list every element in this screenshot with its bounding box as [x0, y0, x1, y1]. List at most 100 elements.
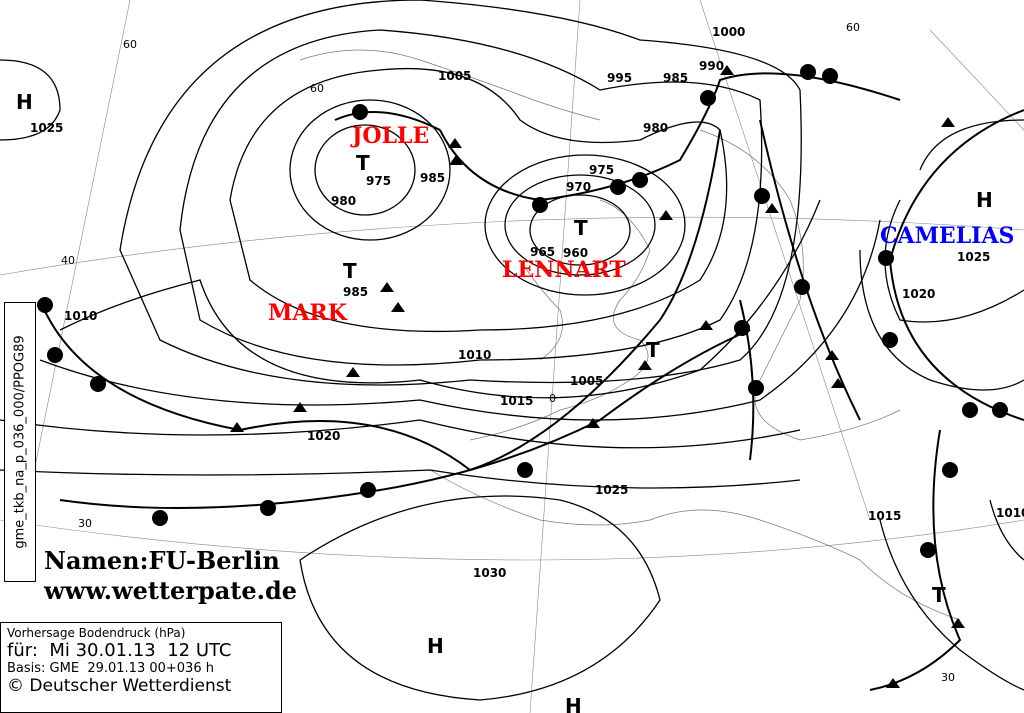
valid-time: für: Mi 30.01.13 12 UTC	[7, 640, 232, 661]
isobar-label: 1025	[595, 483, 628, 497]
warm-front-symbol	[700, 90, 716, 106]
isobar-label: 975	[366, 174, 391, 188]
cold-front-symbol	[720, 65, 734, 75]
cold-front-symbol	[346, 367, 360, 377]
isobar-label: 1030	[473, 566, 506, 580]
lat-label: 30	[941, 671, 955, 684]
copyright: © Deutscher Wetterdienst	[7, 676, 232, 696]
low-name-lennart: LENNART	[502, 257, 626, 283]
isobar-label: 1020	[307, 429, 340, 443]
warm-front-symbol	[962, 402, 978, 418]
warm-front-symbol	[734, 320, 750, 336]
cold-front-symbol	[886, 678, 900, 688]
isobar-label: 1005	[570, 374, 603, 388]
pressure-labels: 1025 1005 995 985 990 1000 980 975 985 9…	[30, 25, 1024, 580]
cold-front-symbol	[638, 360, 652, 370]
warm-front-symbol	[920, 542, 936, 558]
isobar-label: 1000	[712, 25, 745, 39]
cold-front-symbol	[831, 378, 845, 388]
isobar-label: 1025	[957, 250, 990, 264]
isobar-label: 960	[563, 246, 588, 260]
info-box: Vorhersage Bodendruck (hPa) für: Mi 30.0…	[0, 622, 282, 713]
system-names: JOLLE LENNART MARK CAMELIAS	[268, 123, 1014, 326]
cold-front-symbol	[699, 320, 713, 330]
latitude-labels: 60 60 40 60 30 30 0	[61, 21, 955, 684]
warm-front-symbol	[632, 172, 648, 188]
isobar-label: 985	[663, 71, 688, 85]
cold-front-symbol	[941, 117, 955, 127]
low-center: T	[574, 216, 588, 240]
high-center: H	[565, 694, 582, 713]
high-center: H	[16, 90, 33, 114]
isobar-label: 1010	[458, 348, 491, 362]
warm-front-symbol	[748, 380, 764, 396]
warm-front-symbol	[352, 104, 368, 120]
high-center: H	[427, 634, 444, 658]
warm-front-symbol	[942, 462, 958, 478]
warm-front-symbol	[822, 68, 838, 84]
warm-front-symbol	[360, 482, 376, 498]
high-center: H	[976, 188, 993, 212]
isobar-label: 985	[343, 285, 368, 299]
isobar-label: 1010	[64, 309, 97, 323]
isobar-label: 1015	[868, 509, 901, 523]
product-id-text: gme_tkb_na_p_036_000/PPOG89	[12, 335, 28, 549]
cold-front-symbol	[765, 203, 779, 213]
credit-block: Namen:FU-Berlin www.wetterpate.de	[44, 546, 297, 606]
isobar-label: 990	[699, 59, 724, 73]
lat-label: 40	[61, 254, 75, 267]
forecast-title: Vorhersage Bodendruck (hPa)	[7, 626, 186, 640]
low-center: T	[646, 338, 660, 362]
lat-label: 60	[123, 38, 137, 51]
warm-front-symbol	[882, 332, 898, 348]
cold-front-symbol	[825, 350, 839, 360]
cold-front-symbol	[391, 302, 405, 312]
warm-front-symbol	[794, 279, 810, 295]
cold-front-symbol	[659, 210, 673, 220]
website-credit: www.wetterpate.de	[44, 576, 298, 605]
isobar-label: 1010	[996, 506, 1024, 520]
warm-front-symbol	[610, 179, 626, 195]
isobar-label: 970	[566, 180, 591, 194]
warm-front-symbol	[517, 462, 533, 478]
isobar-label: 995	[607, 71, 632, 85]
coastlines	[299, 49, 961, 621]
lat-label: 30	[78, 517, 92, 530]
warm-front-symbol	[37, 297, 53, 313]
warm-front-symbol	[260, 500, 276, 516]
lat-label: 60	[846, 21, 860, 34]
low-center: T	[932, 583, 946, 607]
isobar-label: 1025	[30, 121, 63, 135]
isobar-label: 1005	[438, 69, 471, 83]
warm-front-symbol	[532, 197, 548, 213]
low-center: T	[356, 151, 370, 175]
cold-front-symbol	[586, 418, 600, 428]
warm-front-symbol	[800, 64, 816, 80]
isobar-label: 1015	[500, 394, 533, 408]
product-id-label: gme_tkb_na_p_036_000/PPOG89	[4, 302, 36, 582]
cold-front-symbol	[449, 155, 463, 165]
cold-front-symbol	[293, 402, 307, 412]
front-symbols	[37, 64, 1008, 688]
cold-front-symbol	[951, 618, 965, 628]
isobar-label: 975	[589, 163, 614, 177]
lat-label: 60	[310, 82, 324, 95]
cold-front-symbol	[380, 282, 394, 292]
high-name-camelias: CAMELIAS	[880, 223, 1014, 249]
warm-front-symbol	[992, 402, 1008, 418]
pressure-centers: H T T T T H H H T	[16, 90, 993, 713]
lat-label: 0	[549, 392, 556, 405]
isobar-label: 980	[643, 121, 668, 135]
isobar-label: 980	[331, 194, 356, 208]
model-basis: Basis: GME 29.01.13 00+036 h	[7, 661, 214, 676]
low-name-mark: MARK	[268, 300, 348, 326]
warm-front-symbol	[754, 188, 770, 204]
warm-front-symbol	[90, 376, 106, 392]
isobar-label: 985	[420, 171, 445, 185]
warm-front-symbol	[152, 510, 168, 526]
low-name-jolle: JOLLE	[350, 123, 429, 149]
